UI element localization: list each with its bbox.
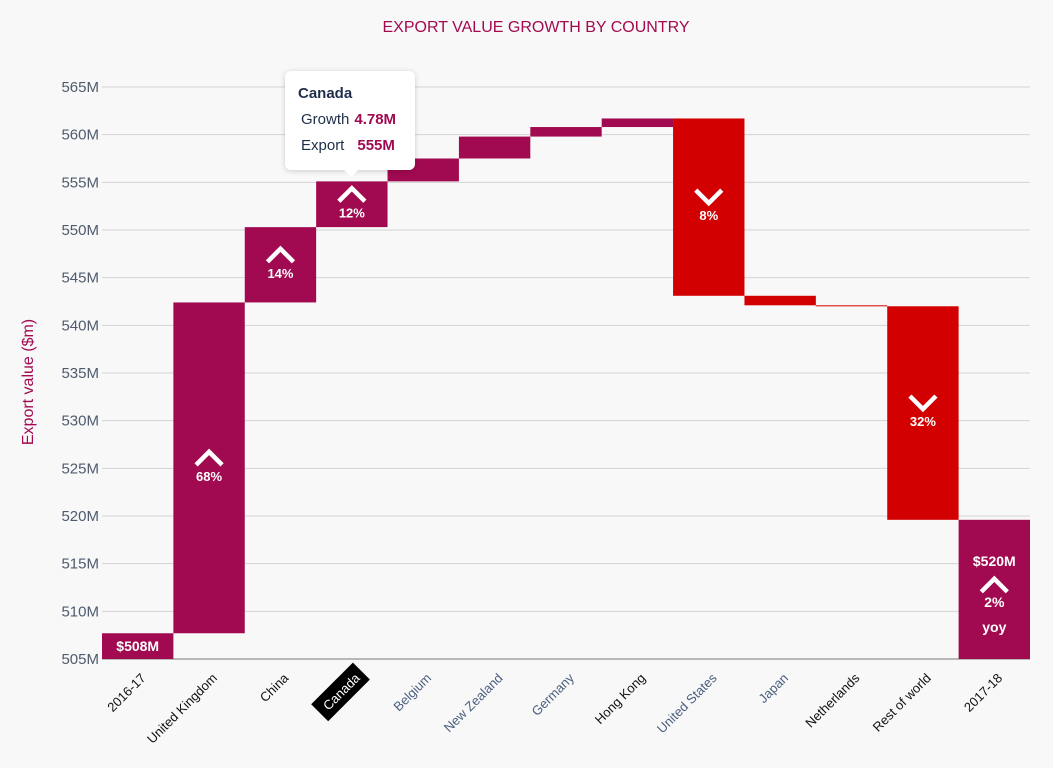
bar <box>815 305 888 307</box>
y-tick-label: 520M <box>61 508 99 525</box>
up-chevron-icon <box>265 245 296 264</box>
bars: $508M 68% 14% 12% 8% 32% $520M 2% yoy <box>102 118 1030 659</box>
x-tick-label: Belgium <box>390 670 434 714</box>
x-tick-label-group: Belgium <box>390 670 434 714</box>
x-tick-label: Hong Kong <box>592 670 649 727</box>
tooltip-export-value: 555M <box>357 137 395 154</box>
y-axis-tick-labels: 505M 510M 515M 520M 525M 530M 535M 540M 545M 550M… <box>61 79 99 668</box>
bar <box>601 118 674 128</box>
y-tick-label: 545M <box>61 270 99 287</box>
selected-category-highlight <box>311 662 370 722</box>
x-tick-label-group: Hong Kong <box>592 670 649 727</box>
x-tick-label-group: United Kingdom <box>144 670 220 746</box>
y-tick-label: 540M <box>61 317 99 334</box>
y-tick-label: 550M <box>61 222 99 239</box>
y-tick-label: 505M <box>61 651 99 668</box>
bar <box>958 519 1030 659</box>
y-tick-label: 530M <box>61 413 99 430</box>
up-chevron-icon <box>337 185 367 203</box>
data-label: $508M <box>116 638 159 654</box>
tooltip-title: Canada <box>298 85 353 102</box>
x-tick-label: China <box>257 670 292 705</box>
x-tick-label-group: New Zealand <box>441 670 506 735</box>
x-tick-label: Germany <box>529 670 578 719</box>
x-tick-label-group: Germany <box>529 670 578 719</box>
bar <box>887 306 959 520</box>
down-chevron-icon <box>694 188 724 207</box>
bar <box>458 136 531 159</box>
bar <box>102 633 174 659</box>
x-tick-label-group: 2017-18 <box>961 670 1005 714</box>
tooltip-growth-label: Growth <box>301 111 350 128</box>
y-tick-label: 535M <box>61 365 99 382</box>
bar <box>173 302 245 634</box>
bar <box>673 118 745 296</box>
data-label: 2% <box>984 594 1005 610</box>
x-tick-label-group: 2016-17 <box>104 670 148 714</box>
x-tick-label: United Kingdom <box>144 670 220 746</box>
x-tick-label-group: Canada <box>311 662 370 722</box>
x-tick-label: 2016-17 <box>104 670 148 714</box>
data-label: 12% <box>339 205 365 220</box>
data-label: yoy <box>982 619 1006 635</box>
y-axis-label: Export value ($m) <box>20 319 37 445</box>
x-tick-label: Netherlands <box>802 670 863 731</box>
x-tick-label: United States <box>654 670 720 736</box>
tooltip-export-row: Export 555M <box>301 137 395 154</box>
x-tick-label-group: Japan <box>755 670 791 706</box>
y-tick-label: 510M <box>61 603 99 620</box>
bar <box>244 227 317 303</box>
x-tick-label-group: China <box>257 670 292 705</box>
y-tick-label: 525M <box>61 460 99 477</box>
bar <box>744 295 816 306</box>
up-chevron-icon <box>979 575 1009 594</box>
data-label: 14% <box>267 266 293 281</box>
x-tick-label-group: United States <box>654 670 720 736</box>
y-tick-label: 555M <box>61 174 99 191</box>
chart-title: EXPORT VALUE GROWTH BY COUNTRY <box>382 19 689 36</box>
up-chevron-icon <box>194 448 224 467</box>
y-tick-label: 565M <box>61 79 99 96</box>
tooltip-growth-row: Growth 4.78M <box>301 111 396 128</box>
bar <box>530 127 602 137</box>
x-tick-label: Rest of world <box>870 670 934 734</box>
tooltip-export-label: Export <box>301 137 345 154</box>
data-label: 8% <box>699 208 718 223</box>
grid-lines <box>102 86 1030 660</box>
x-tick-label: 2017-18 <box>961 670 1005 714</box>
data-label: 68% <box>196 469 222 484</box>
y-tick-label: 515M <box>61 556 99 573</box>
y-tick-label: 560M <box>61 127 99 144</box>
x-tick-label-group: Netherlands <box>802 670 863 731</box>
x-tick-label-group: Rest of world <box>870 670 934 734</box>
tooltip: Canada Growth 4.78M Export 555M <box>285 71 415 177</box>
x-tick-label: New Zealand <box>441 670 506 735</box>
down-chevron-icon <box>908 394 938 413</box>
data-label: 32% <box>910 414 936 429</box>
tooltip-growth-value: 4.78M <box>354 111 397 128</box>
data-label: $520M <box>973 553 1016 569</box>
x-tick-label: Japan <box>755 670 791 706</box>
